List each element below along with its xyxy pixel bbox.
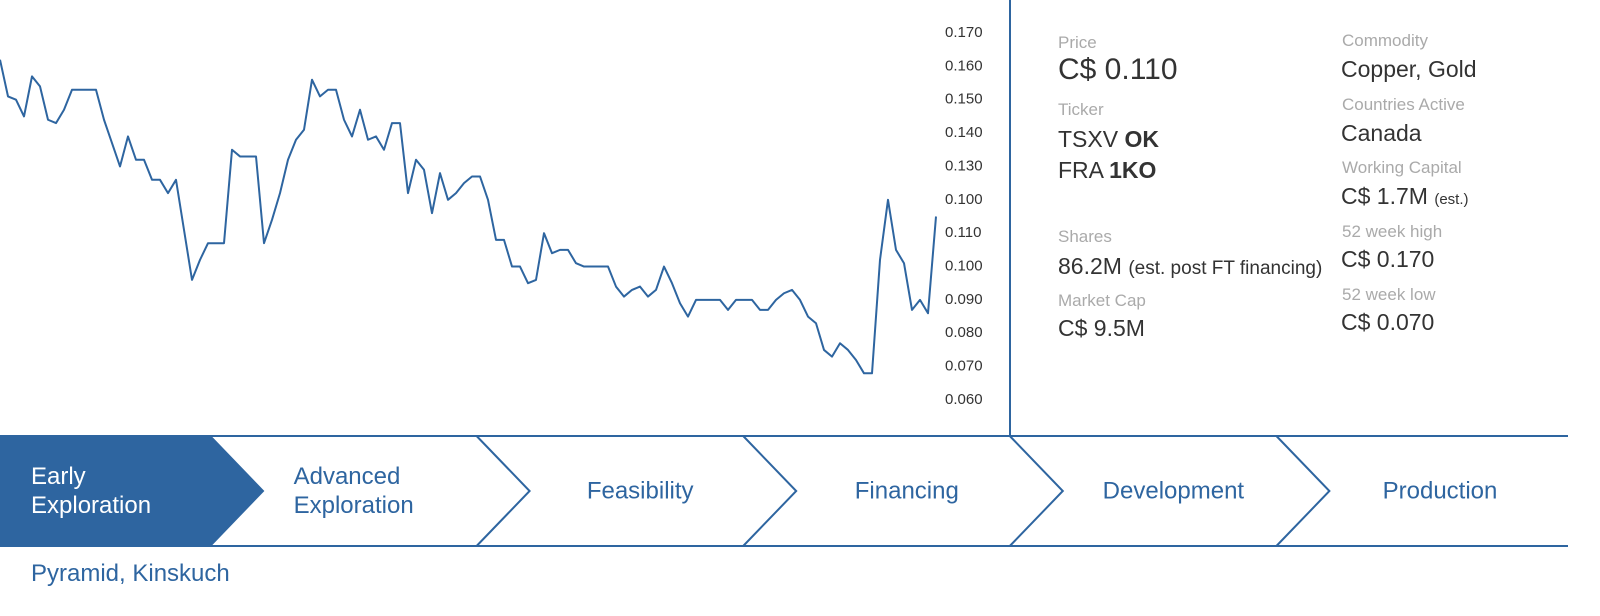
label: Commodity: [1342, 31, 1428, 50]
value: 86.2M (est. post FT financing): [1058, 253, 1322, 280]
y-tick-label: 0.140: [945, 124, 983, 141]
value: 86.2M: [1058, 253, 1122, 279]
label: Countries Active: [1342, 95, 1465, 114]
exchange: TSXV: [1058, 126, 1119, 152]
symbol: 1KO: [1109, 157, 1157, 183]
y-tick-label: 0.100: [945, 191, 983, 208]
y-tick-label: 0.070: [945, 358, 983, 375]
y-tick-label: 0.160: [945, 57, 983, 74]
value: C$ 1.7M (est.): [1341, 183, 1469, 210]
note: (est.): [1434, 191, 1469, 208]
label: Working Capital: [1342, 158, 1462, 177]
stage-label: Advanced Exploration: [293, 463, 414, 519]
stage-label: Production: [1382, 477, 1498, 505]
label: 52 week high: [1342, 222, 1443, 241]
value: Copper, Gold: [1341, 56, 1477, 82]
ticker-line: TSXV OK: [1058, 126, 1159, 153]
stage-label: Feasibility: [586, 477, 694, 505]
y-tick-label: 0.080: [945, 324, 983, 341]
value: C$ 0.170: [1341, 246, 1435, 272]
stage-bar: [0, 435, 1568, 547]
y-tick-label: 0.150: [945, 91, 983, 108]
stage-active: [0, 436, 262, 546]
note: (est. post FT financing): [1128, 258, 1323, 279]
y-tick-label: 0.170: [945, 24, 983, 41]
y-tick-label: 0.060: [945, 391, 983, 408]
value: C$ 0.070: [1341, 309, 1435, 335]
value: C$ 0.110: [1058, 53, 1178, 86]
stage-label: Development: [1102, 477, 1245, 505]
chevron: [1275, 435, 1331, 547]
symbol: OK: [1124, 126, 1159, 152]
value: C$ 9.5M: [1058, 315, 1145, 341]
chevron: [742, 435, 798, 547]
projects: Pyramid, Kinskuch: [31, 560, 230, 587]
label: Shares: [1058, 227, 1112, 246]
value: C$ 1.7M: [1341, 183, 1428, 209]
stage-label: Early Exploration: [31, 463, 152, 519]
chevron: [475, 435, 531, 547]
chevron: [1009, 435, 1065, 547]
stage-label: Financing: [854, 477, 959, 505]
y-tick-label: 0.130: [945, 157, 983, 174]
y-tick-label: 0.100: [945, 258, 983, 275]
label: 52 week low: [1342, 285, 1436, 304]
ticker-line: FRA 1KO: [1058, 157, 1156, 184]
chevron: [209, 435, 265, 547]
label: Price: [1058, 33, 1097, 52]
y-tick-label: 0.090: [945, 291, 983, 308]
value: Canada: [1341, 120, 1422, 146]
label: Market Cap: [1058, 291, 1146, 310]
label: Ticker: [1058, 100, 1104, 119]
price-line: [0, 59, 937, 375]
y-tick-label: 0.110: [945, 224, 981, 241]
exchange: FRA: [1058, 157, 1103, 183]
